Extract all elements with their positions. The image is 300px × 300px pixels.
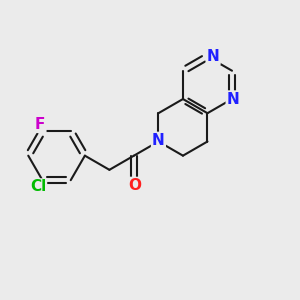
Text: N: N xyxy=(207,49,220,64)
Text: Cl: Cl xyxy=(30,179,46,194)
Text: O: O xyxy=(129,178,142,193)
Text: N: N xyxy=(227,92,239,106)
Text: N: N xyxy=(152,133,165,148)
Text: F: F xyxy=(35,117,45,132)
